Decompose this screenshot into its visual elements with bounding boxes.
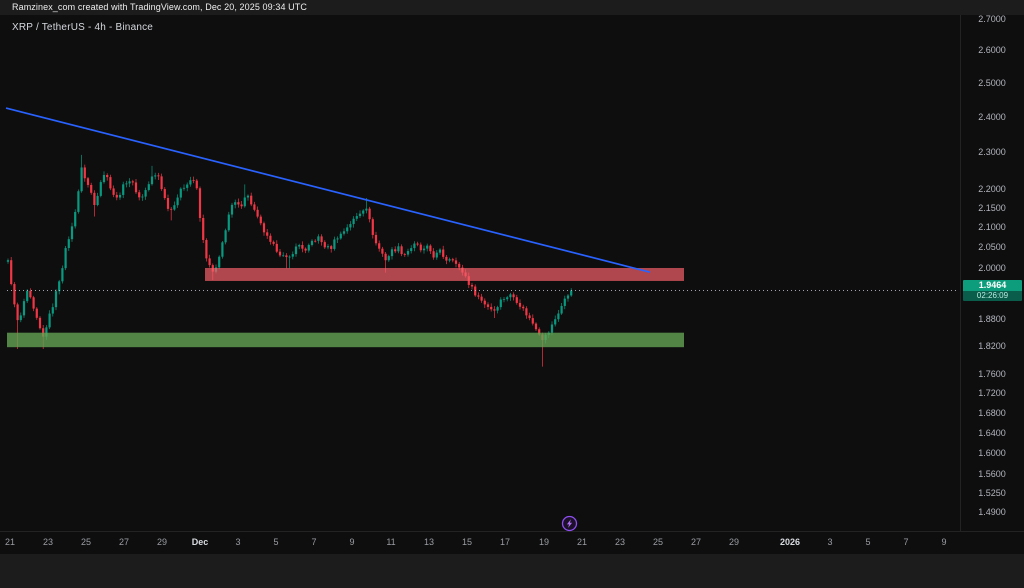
time-axis-divider <box>0 531 1024 532</box>
time-tick-label: 13 <box>423 537 435 547</box>
time-tick-label: 23 <box>614 537 626 547</box>
time-axis[interactable]: 21 23 25 27 29 Dec 3 5 7 9 11 13 15 17 19 21 23 25 27 29 202… <box>0 532 1024 554</box>
price-tick-label: 1.5250 <box>978 488 1006 499</box>
time-tick-label: 7 <box>311 537 317 547</box>
time-tick-label: 9 <box>941 537 947 547</box>
time-tick-label: 21 <box>576 537 588 547</box>
attribution-strip: Ramzinex_com created with TradingView.co… <box>0 0 1024 15</box>
time-tick-label: 25 <box>652 537 664 547</box>
price-tick-label: 2.5000 <box>978 77 1006 88</box>
price-tick-label: 1.6400 <box>978 427 1006 438</box>
time-tick-label: 25 <box>80 537 92 547</box>
time-tick-label: 23 <box>42 537 54 547</box>
candle-countdown: 02:26:09 <box>963 291 1022 302</box>
price-tick-label: 2.6000 <box>978 45 1006 56</box>
descending-trendline[interactable] <box>5 107 651 273</box>
time-tick-label: 19 <box>538 537 550 547</box>
time-tick-label: 27 <box>118 537 130 547</box>
time-tick-label: 2026 <box>779 537 801 547</box>
resistance-zone[interactable] <box>205 267 684 281</box>
price-tick-label: 1.8800 <box>978 314 1006 325</box>
support-zone[interactable] <box>7 332 684 348</box>
symbol-legend[interactable]: XRP / TetherUS - 4h - Binance <box>12 22 154 33</box>
price-tick-label: 1.7600 <box>978 369 1006 380</box>
time-tick-label: 3 <box>827 537 833 547</box>
time-tick-label: 5 <box>865 537 871 547</box>
time-tick-label: 21 <box>4 537 16 547</box>
price-tick-label: 1.7200 <box>978 388 1006 399</box>
time-tick-label: 17 <box>499 537 511 547</box>
price-tick-label: 1.6800 <box>978 407 1006 418</box>
price-tick-label: 2.1000 <box>978 222 1006 233</box>
price-axis[interactable]: 2.7000 2.6000 2.5000 2.4000 2.3000 2.2000 2.15… <box>960 13 1024 531</box>
price-tick-label: 2.4000 <box>978 111 1006 122</box>
price-tick-label: 2.7000 <box>978 13 1006 24</box>
time-tick-label: 15 <box>461 537 473 547</box>
attribution-text: Ramzinex_com created with TradingView.co… <box>12 2 307 12</box>
branding-bar: TradingView <box>0 554 1024 588</box>
time-tick-label: 29 <box>728 537 740 547</box>
time-tick-label: 27 <box>690 537 702 547</box>
price-tick-label: 2.3000 <box>978 146 1006 157</box>
time-tick-label: 9 <box>349 537 355 547</box>
time-tick-label: 11 <box>386 537 396 547</box>
time-tick-label: Dec <box>191 537 209 547</box>
price-tick-label: 1.6000 <box>978 448 1006 459</box>
price-tick-label: 2.0000 <box>978 262 1006 273</box>
price-tick-label: 1.5600 <box>978 469 1006 480</box>
flash-event-icon[interactable] <box>561 515 578 532</box>
candlestick-series <box>6 154 573 367</box>
price-tick-label: 2.0500 <box>978 242 1006 253</box>
time-tick-label: 7 <box>903 537 909 547</box>
time-tick-label: 5 <box>273 537 279 547</box>
time-tick-label: 29 <box>156 537 168 547</box>
time-tick-label: 3 <box>235 537 241 547</box>
current-price-value: 1.9464 <box>963 280 1022 292</box>
price-tick-label: 2.1500 <box>978 202 1006 213</box>
price-tick-label: 1.4900 <box>978 507 1006 518</box>
price-axis-divider <box>960 15 961 532</box>
current-price-badge[interactable]: 1.9464 02:26:09 <box>963 280 1022 302</box>
price-tick-label: 2.2000 <box>978 183 1006 194</box>
price-tick-label: 1.8200 <box>978 341 1006 352</box>
